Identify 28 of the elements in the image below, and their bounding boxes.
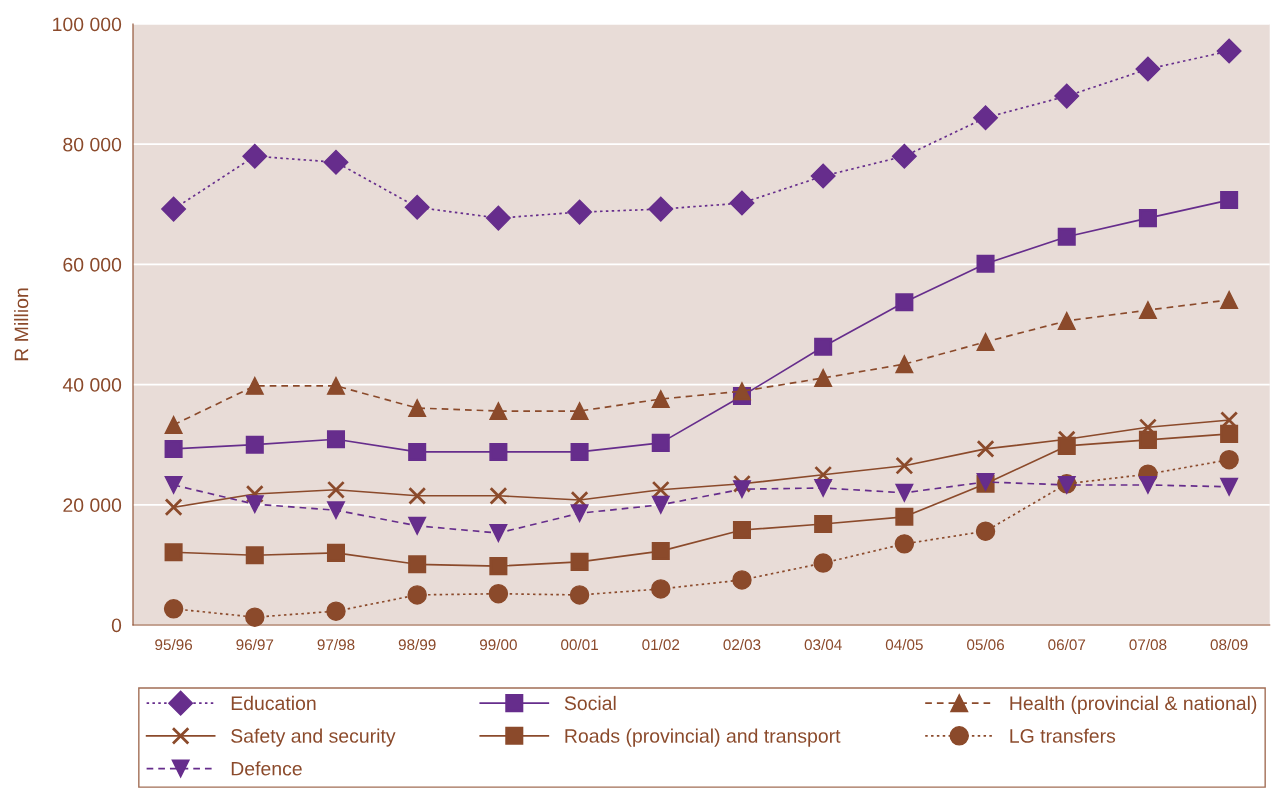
legend-label: LG transfers — [1010, 728, 1116, 743]
legend-label: Education — [231, 695, 316, 711]
x-tick-label: 95/96 — [155, 638, 193, 651]
x-tick-label: 04/05 — [885, 638, 923, 651]
x-tick-label: 02/03 — [723, 638, 761, 651]
legend-label: Roads (provincial) and transport — [565, 728, 841, 747]
y-tick-label: 80 000 — [63, 137, 122, 152]
x-tick-label: 08/09 — [1210, 638, 1248, 651]
y-tick-label: 100 000 — [53, 17, 122, 32]
x-tick-label: 98/99 — [398, 638, 436, 651]
x-tick-label: 96/97 — [236, 638, 274, 651]
y-tick-label: 20 000 — [63, 498, 122, 513]
y-tick-label: 0 — [111, 618, 122, 633]
x-tick-label: 00/01 — [561, 638, 598, 651]
x-tick-label: 06/07 — [1048, 638, 1086, 651]
x-tick-label: 05/06 — [967, 638, 1004, 651]
legend-label: Safety and security — [231, 728, 396, 747]
legend-label: Defence — [231, 761, 302, 776]
x-tick-label: 03/04 — [804, 638, 842, 651]
legend-label: Health (provincial & national) — [1010, 695, 1257, 714]
y-axis-title: R Million — [14, 288, 29, 361]
x-tick-label: 97/98 — [317, 638, 355, 651]
x-tick-label: 07/08 — [1129, 638, 1167, 651]
y-tick-label: 40 000 — [62, 378, 122, 392]
y-tick-label: 60 000 — [63, 257, 122, 272]
x-tick-label: 99/00 — [479, 638, 517, 651]
x-tick-label: 01/02 — [642, 638, 680, 651]
legend-label: Social — [564, 695, 616, 711]
